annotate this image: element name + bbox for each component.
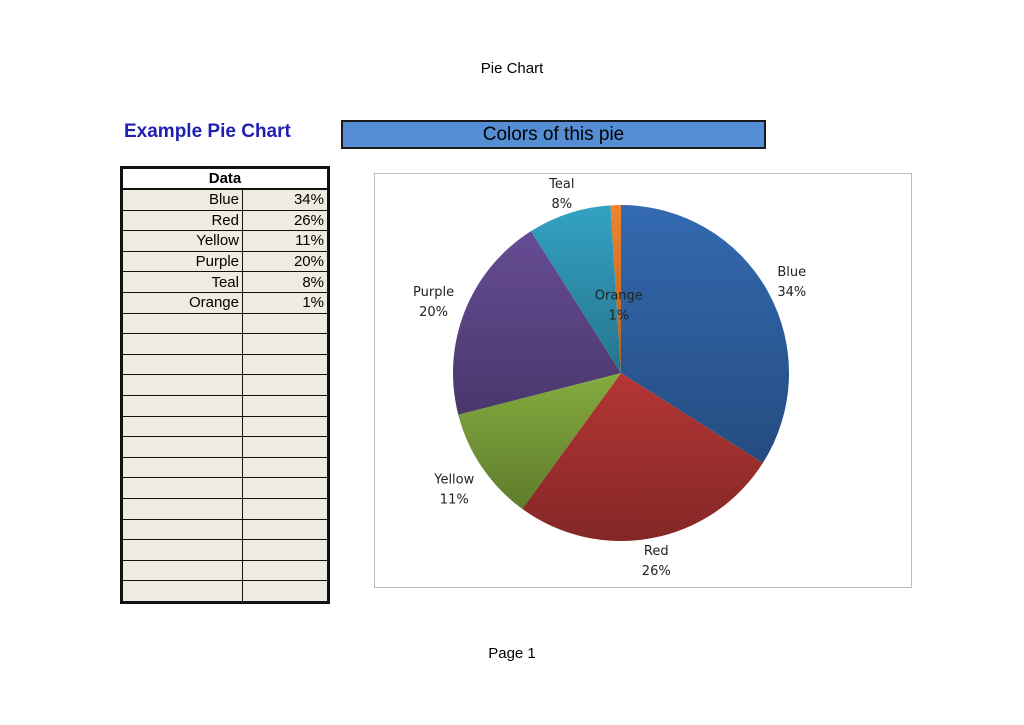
- empty-cell[interactable]: [121, 456, 243, 479]
- empty-cell[interactable]: [121, 333, 243, 355]
- empty-cell[interactable]: [242, 312, 329, 335]
- empty-cell[interactable]: [121, 477, 243, 499]
- pie-labels: Blue 34% Red 26% Yellow 11% Purple 20% Teal 8% Ora…: [413, 177, 806, 579]
- row-label[interactable]: Blue: [121, 188, 243, 211]
- row-value[interactable]: 26%: [242, 209, 329, 232]
- empty-cell[interactable]: [242, 333, 329, 355]
- pie-slice-red[interactable]: [522, 373, 763, 541]
- table-row: Blue 34%: [121, 188, 329, 211]
- pie-slice-blue[interactable]: [621, 205, 789, 464]
- row-label[interactable]: Teal: [121, 271, 243, 293]
- table-row: Yellow 11%: [121, 230, 329, 252]
- empty-cell[interactable]: [242, 374, 329, 396]
- table-header-row: Data: [121, 167, 329, 190]
- table-row: Teal 8%: [121, 271, 329, 293]
- table-header: Data: [121, 167, 329, 190]
- row-label[interactable]: Yellow: [121, 230, 243, 252]
- table-row-empty: [121, 353, 329, 376]
- row-value[interactable]: 8%: [242, 271, 329, 293]
- data-table: Data Blue 34% Red 26% Yellow 11% Purple 20% Teal…: [120, 166, 330, 604]
- table-row-empty: [121, 436, 329, 458]
- row-value[interactable]: 11%: [242, 230, 329, 252]
- slice-label-orange: Orange 1%: [595, 288, 643, 323]
- pie-chart: Blue 34% Red 26% Yellow 11% Purple 20% Teal 8% Ora…: [413, 177, 806, 579]
- pie-slice-yellow[interactable]: [458, 373, 621, 509]
- table-row-empty: [121, 394, 329, 417]
- page-header: Pie Chart: [480, 60, 544, 77]
- table-row-empty: [121, 415, 329, 438]
- slice-label-red: Red 26%: [642, 544, 671, 579]
- empty-cell[interactable]: [242, 580, 329, 603]
- row-label[interactable]: Purple: [121, 250, 243, 273]
- empty-cell[interactable]: [242, 394, 329, 417]
- table-row-empty: [121, 580, 329, 603]
- table-row-empty: [121, 374, 329, 396]
- empty-cell[interactable]: [121, 436, 243, 458]
- row-label[interactable]: Orange: [121, 291, 243, 314]
- table-row-empty: [121, 497, 329, 520]
- table-row-empty: [121, 518, 329, 541]
- table-row-empty: [121, 559, 329, 582]
- empty-cell[interactable]: [242, 436, 329, 458]
- pie-slice-orange[interactable]: [610, 205, 621, 373]
- empty-cell[interactable]: [121, 497, 243, 520]
- colors-heading: Colors of this pie: [341, 120, 766, 149]
- empty-cell[interactable]: [242, 456, 329, 479]
- empty-cell[interactable]: [121, 415, 243, 438]
- table-row: Red 26%: [121, 209, 329, 232]
- table-row-empty: [121, 333, 329, 355]
- table-row-empty: [121, 539, 329, 561]
- row-value[interactable]: 1%: [242, 291, 329, 314]
- table-row: Purple 20%: [121, 250, 329, 273]
- row-value[interactable]: 34%: [242, 188, 329, 211]
- empty-cell[interactable]: [121, 580, 243, 603]
- row-label[interactable]: Red: [121, 209, 243, 232]
- empty-cell[interactable]: [121, 518, 243, 541]
- table-row-empty: [121, 477, 329, 499]
- row-value[interactable]: 20%: [242, 250, 329, 273]
- empty-cell[interactable]: [121, 539, 243, 561]
- empty-cell[interactable]: [121, 559, 243, 582]
- page-footer: Page 1: [488, 645, 536, 662]
- table-body: Blue 34% Red 26% Yellow 11% Purple 20% Teal 8% Ora…: [121, 188, 329, 603]
- table-row-empty: [121, 312, 329, 335]
- empty-cell[interactable]: [242, 353, 329, 376]
- empty-cell[interactable]: [121, 374, 243, 396]
- slice-label-purple: Purple 20%: [413, 285, 454, 320]
- empty-cell[interactable]: [121, 353, 243, 376]
- sheet-title: Example Pie Chart: [124, 121, 291, 142]
- empty-cell[interactable]: [242, 559, 329, 582]
- empty-cell[interactable]: [242, 497, 329, 520]
- pie-slices: [453, 205, 789, 541]
- pie-slice-purple[interactable]: [453, 231, 621, 415]
- chart-area: Blue 34% Red 26% Yellow 11% Purple 20% Teal 8% Ora…: [374, 173, 912, 588]
- table-row-empty: [121, 456, 329, 479]
- pie-slice-teal[interactable]: [530, 205, 621, 373]
- empty-cell[interactable]: [242, 477, 329, 499]
- empty-cell[interactable]: [121, 394, 243, 417]
- colors-heading-text: Colors of this pie: [482, 124, 625, 145]
- empty-cell[interactable]: [242, 539, 329, 561]
- empty-cell[interactable]: [242, 518, 329, 541]
- slice-label-yellow: Yellow 11%: [433, 472, 474, 507]
- slice-label-teal: Teal 8%: [548, 177, 574, 212]
- empty-cell[interactable]: [242, 415, 329, 438]
- slice-label-blue: Blue 34%: [777, 265, 806, 300]
- table-row: Orange 1%: [121, 291, 329, 314]
- empty-cell[interactable]: [121, 312, 243, 335]
